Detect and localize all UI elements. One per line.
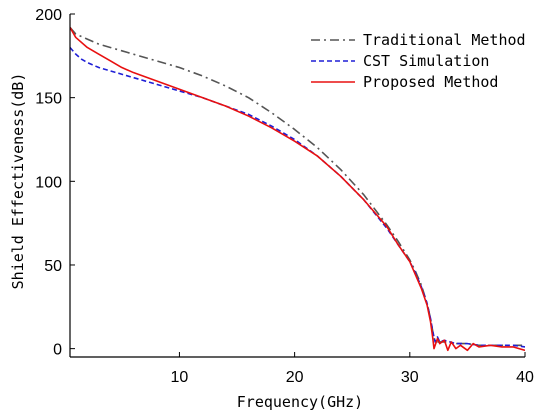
legend-label: Traditional Method: [363, 31, 526, 49]
legend: Traditional Method CST Simulation Proposed…: [311, 31, 526, 91]
series-line-proposed-method: [70, 26, 525, 352]
series-line-cst-simulation: [70, 46, 525, 348]
series-layer: [70, 26, 525, 352]
y-tick-label: 50: [44, 258, 62, 275]
y-axis-title: Shield Effectiveness(dB): [9, 73, 27, 290]
legend-label: Proposed Method: [363, 73, 498, 91]
y-tick-label: 100: [35, 174, 62, 191]
axes-layer: [69, 14, 525, 358]
y-tick-label: 0: [53, 342, 62, 359]
legend-label: CST Simulation: [363, 52, 489, 70]
x-tick-label: 10: [171, 369, 189, 386]
x-tick-label: 20: [286, 369, 304, 386]
y-tick-label: 200: [35, 7, 62, 24]
y-tick-label: 150: [35, 91, 62, 108]
x-tick-label: 30: [401, 369, 419, 386]
tick-layer: 10 20 30 40 0 50 100 150 200: [35, 7, 534, 386]
x-tick-label: 40: [516, 369, 534, 386]
x-axis-title: Frequency(GHz): [237, 393, 363, 411]
